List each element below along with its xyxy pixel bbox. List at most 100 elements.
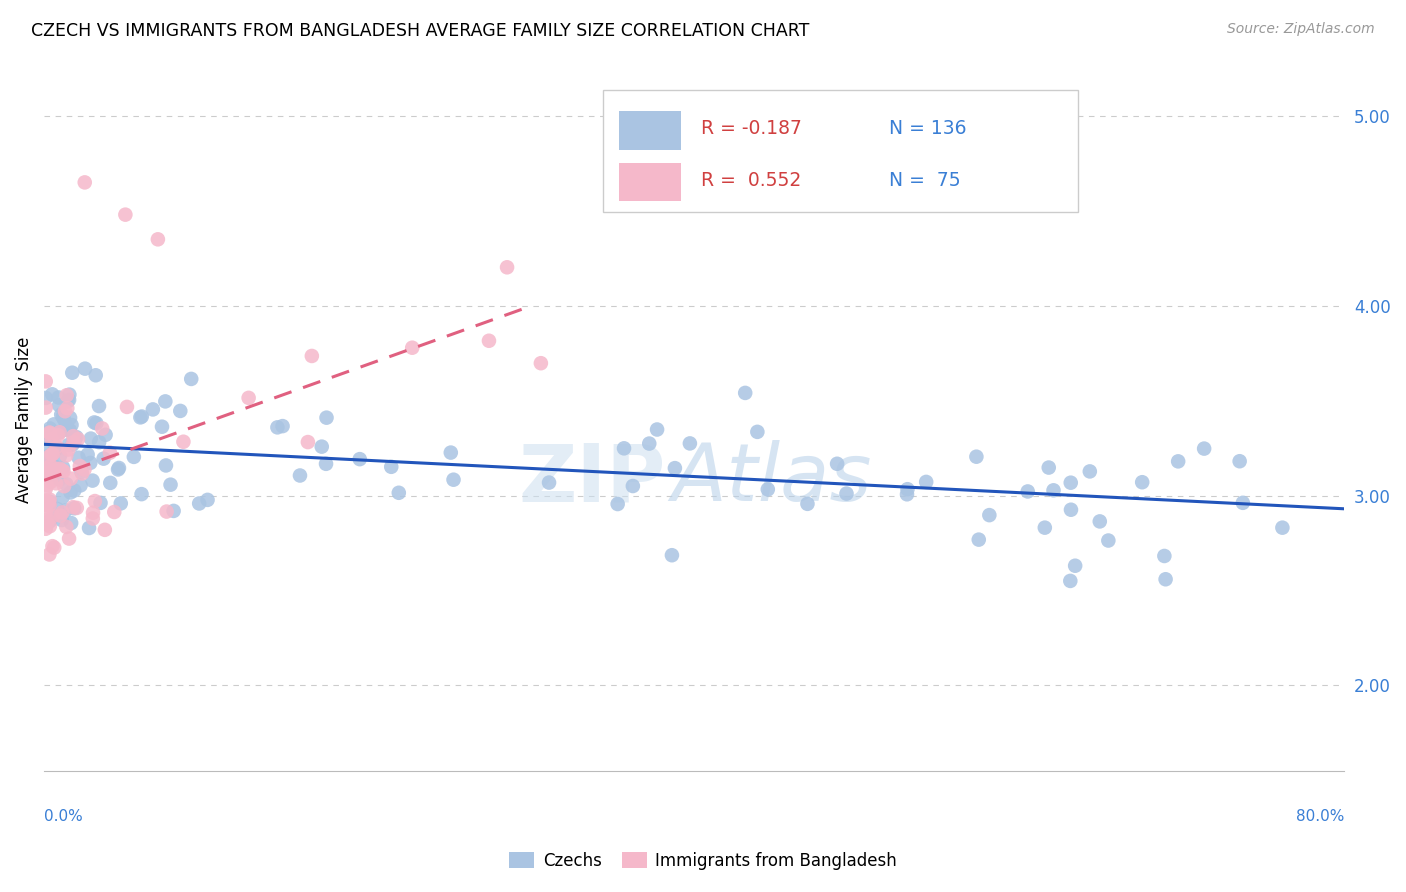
Point — [169, 404, 191, 418]
Point — [58, 423, 80, 437]
Point — [266, 420, 288, 434]
Point — [44, 459, 66, 474]
Point — [55, 449, 77, 463]
Point — [896, 487, 918, 501]
Point — [56, 401, 79, 416]
Point — [55, 388, 77, 402]
Point — [41, 433, 63, 447]
Point — [58, 392, 80, 407]
Point — [60, 366, 83, 380]
Point — [349, 452, 371, 467]
Point — [84, 368, 107, 383]
Point — [48, 391, 70, 405]
Point — [1060, 475, 1083, 490]
Point — [60, 438, 83, 452]
Point — [1167, 454, 1189, 468]
Point — [747, 425, 769, 439]
Point — [38, 425, 60, 440]
Point — [52, 464, 75, 478]
Point — [46, 502, 69, 516]
Point — [155, 458, 177, 473]
Point — [35, 497, 58, 511]
Point — [53, 404, 76, 418]
Text: N =  75: N = 75 — [890, 171, 960, 190]
Point — [38, 548, 60, 562]
Point — [496, 260, 519, 275]
Point — [69, 478, 91, 492]
Point — [70, 467, 93, 481]
Point — [172, 434, 194, 449]
Point — [38, 498, 60, 512]
Point — [1097, 533, 1119, 548]
Point — [301, 349, 323, 363]
Point — [35, 482, 58, 496]
Point — [1060, 502, 1083, 516]
Point — [1078, 464, 1101, 478]
Text: N = 136: N = 136 — [890, 120, 967, 138]
Point — [664, 461, 686, 475]
Point — [58, 438, 80, 452]
Point — [37, 455, 59, 469]
Point — [65, 431, 87, 445]
Point — [1088, 515, 1111, 529]
Point — [41, 539, 63, 553]
Point — [48, 472, 70, 486]
Point — [1042, 483, 1064, 498]
Point — [180, 372, 202, 386]
Point — [311, 440, 333, 454]
Point — [52, 409, 75, 423]
Text: R = -0.187: R = -0.187 — [700, 120, 801, 138]
Point — [606, 497, 628, 511]
Point — [82, 511, 104, 525]
Point — [58, 387, 80, 401]
Point — [76, 448, 98, 462]
Point — [440, 445, 463, 459]
Point — [35, 522, 58, 536]
Point — [37, 450, 59, 464]
Point — [89, 496, 111, 510]
Point — [150, 419, 173, 434]
Point — [42, 509, 65, 524]
Point — [83, 494, 105, 508]
Point — [49, 508, 72, 523]
Point — [53, 479, 76, 493]
Point — [1229, 454, 1251, 468]
Text: ZIP: ZIP — [519, 441, 665, 518]
Point — [1154, 572, 1177, 586]
Point — [1033, 521, 1056, 535]
Text: R =  0.552: R = 0.552 — [700, 171, 801, 190]
Point — [46, 428, 69, 442]
Point — [44, 541, 66, 555]
Point — [37, 467, 59, 481]
Point — [155, 505, 177, 519]
Point — [38, 421, 60, 435]
Point — [66, 432, 89, 446]
Point — [271, 419, 294, 434]
Point — [162, 504, 184, 518]
Point — [146, 232, 169, 246]
Point — [49, 462, 72, 476]
Point — [39, 495, 62, 509]
Point — [70, 465, 93, 479]
Point — [297, 435, 319, 450]
Point — [107, 462, 129, 476]
Point — [55, 418, 77, 433]
Point — [1153, 549, 1175, 563]
Point — [82, 474, 104, 488]
Text: 80.0%: 80.0% — [1296, 809, 1344, 824]
Point — [967, 533, 990, 547]
Point — [38, 492, 60, 507]
Point — [37, 513, 59, 527]
Point — [41, 448, 63, 462]
Point — [35, 391, 58, 405]
Point — [1017, 484, 1039, 499]
Point — [63, 501, 86, 516]
Point — [63, 435, 86, 450]
Point — [108, 461, 131, 475]
Point — [238, 391, 260, 405]
Y-axis label: Average Family Size: Average Family Size — [15, 336, 32, 503]
Point — [661, 548, 683, 562]
Point — [87, 399, 110, 413]
Point — [42, 463, 65, 477]
Point — [155, 394, 177, 409]
